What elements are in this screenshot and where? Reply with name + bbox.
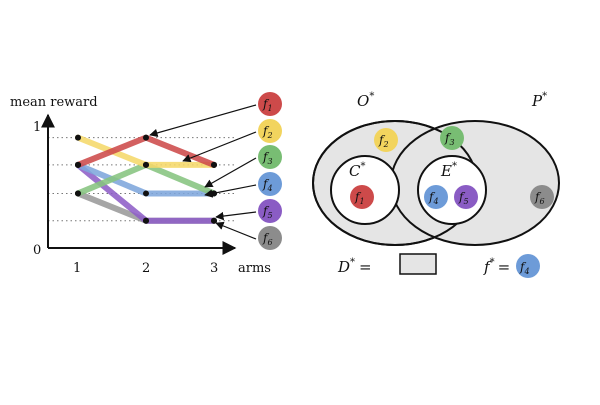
y-axis-label: mean reward (10, 95, 98, 110)
set-E-label: E* (440, 161, 457, 180)
member-circle-f5 (454, 185, 478, 209)
series-line-f1 (75, 134, 217, 168)
x-axis-label: arms (238, 261, 271, 276)
legend-circle-f3 (258, 145, 282, 169)
member-circle-f2 (374, 128, 398, 152)
set-members: f2 f3 f1 f4 f5 f6 (350, 126, 554, 209)
member-circle-f1 (350, 185, 374, 209)
legend-circle-f6 (258, 226, 282, 250)
legend-label-f6: f6 (262, 231, 273, 247)
set-O-label: O* (357, 91, 374, 110)
legend-label-f3: f3 (262, 150, 273, 166)
f-star-label: f* = (483, 257, 510, 276)
legend-circle-f5 (258, 199, 282, 223)
series-line-f6 (75, 190, 217, 224)
reward-plot: mean reward arms 1 0 1 2 3 f1 f2 f3 f4 f5 f6 (10, 92, 282, 276)
legend-circle-f1 (258, 92, 282, 116)
legend-circle-f4 (258, 172, 282, 196)
legend-label-f4: f4 (262, 177, 273, 193)
member-label-f4: f4 (428, 190, 439, 206)
function-legend: f1 f2 f3 f4 f5 f6 (149, 92, 282, 250)
legend-arrow-f5 (215, 211, 257, 221)
member-label-f5: f5 (458, 190, 469, 206)
x-tick-label-1: 1 (73, 261, 81, 276)
legend-arrow-f4 (204, 184, 257, 198)
data-point-f6-arm1 (75, 190, 81, 197)
set-P-label: P* (531, 91, 547, 110)
f-star-circle (516, 254, 540, 278)
data-point-f2-arm1 (75, 134, 81, 141)
y-tick-label-1: 1 (33, 120, 41, 135)
legend-label-f1: f1 (262, 97, 273, 113)
data-point-f5-arm1 (75, 161, 81, 168)
set-C-label: C* (349, 161, 365, 180)
x-tick-label-2: 2 (142, 261, 150, 276)
x-tick-label-3: 3 (210, 261, 218, 276)
data-point-f3-arm2 (143, 161, 149, 168)
D-star-label: D* = (337, 257, 372, 276)
series-lines (75, 134, 217, 224)
legend-circle-f2 (258, 119, 282, 143)
legend-label-f5: f5 (262, 204, 273, 220)
member-circle-f6 (530, 185, 554, 209)
D-star-box (399, 253, 437, 275)
member-label-f2: f2 (378, 133, 389, 149)
data-point-f2-arm3 (211, 161, 217, 168)
reference-dotted-lines (48, 137, 234, 222)
legend-arrow-f6 (215, 221, 257, 240)
data-point-f1-arm2 (143, 134, 149, 141)
member-label-f1: f1 (354, 190, 365, 206)
legend-arrow-f3 (204, 157, 257, 188)
data-point-f6-arm2 (143, 217, 149, 224)
legend-arrow-f1 (149, 104, 257, 137)
y-tick-label-0: 0 (33, 243, 41, 258)
f-star-value: f4 (519, 260, 530, 276)
series-line-f2 (75, 134, 217, 168)
member-circle-f4 (424, 185, 448, 209)
set-diagram: O* P* C* E* f2 f3 f1 f4 f5 f6 D* = f* = f4 (312, 91, 560, 278)
member-circle-f3 (440, 126, 464, 150)
data-point-f4-arm2 (143, 190, 149, 197)
legend-label-f2: f2 (262, 124, 273, 140)
member-label-f6: f6 (534, 190, 545, 206)
member-label-f3: f3 (444, 131, 455, 147)
legend-arrow-f2 (182, 131, 257, 163)
